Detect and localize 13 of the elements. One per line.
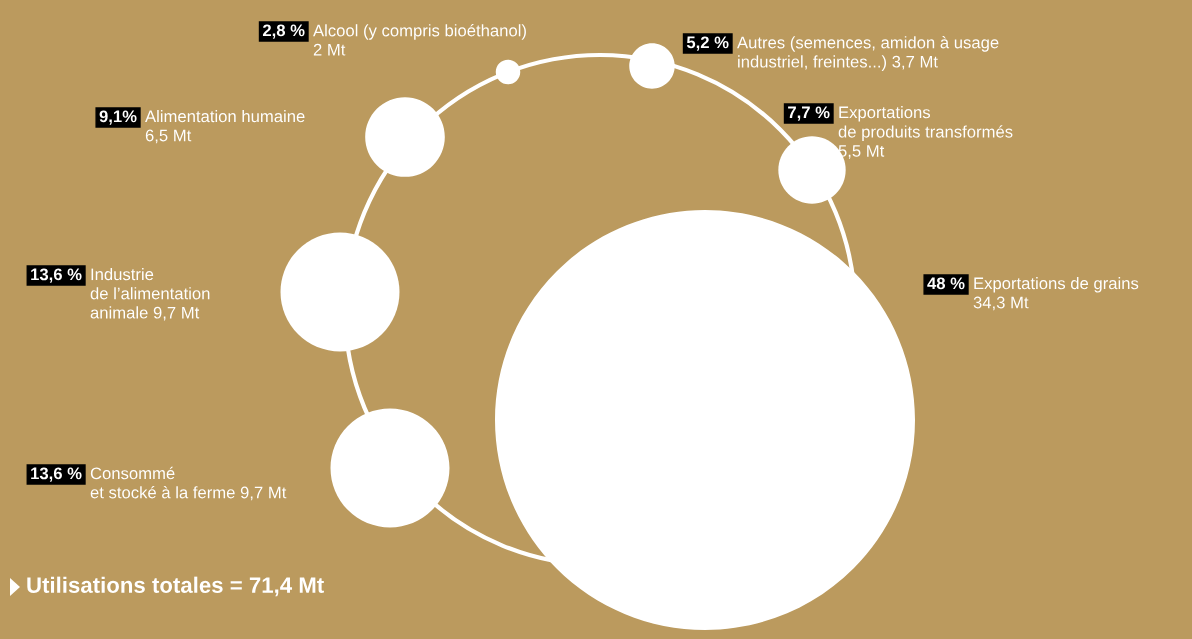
category-label: Alimentation humaine 6,5 Mt [145, 110, 305, 144]
data-label: 2,8 % [262, 24, 305, 39]
category-label: Alcool (y compris bioéthanol) 2 Mt [313, 24, 526, 56]
category-label: Autres (semences, amidon à usage industriel, freintes...) 3,7 Mt [737, 36, 999, 71]
category-label: Exportations de grains 34,3 Mt [973, 277, 1139, 311]
category-label: Industrie de l’alimentation animale 9,7 Mt [90, 268, 210, 321]
data-label: 48 % [927, 277, 965, 290]
data-label: 9,1% [99, 110, 137, 125]
data-label: 13,6 % [31, 467, 82, 482]
data-label: 5,2 % [686, 36, 729, 51]
data-label: 13,6 % [31, 268, 82, 283]
category-label: Consommé et stocké à la ferme 9,7 Mt [90, 466, 287, 501]
text: Utilisations totales = 71,4 Mt [27, 576, 324, 597]
